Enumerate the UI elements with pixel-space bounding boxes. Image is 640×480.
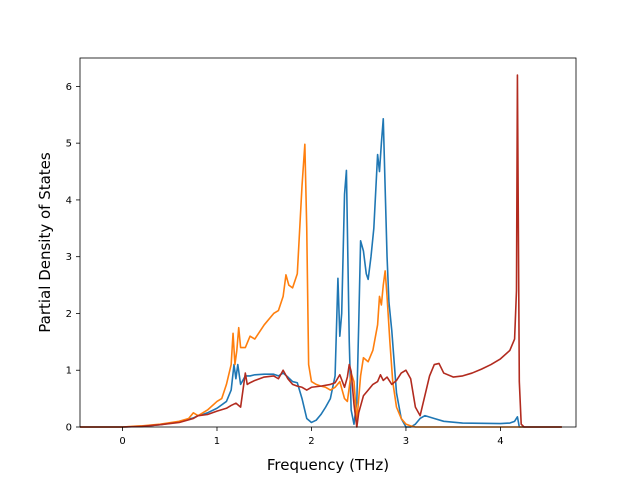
- plot-area-frame: [79, 57, 577, 428]
- series-line-3: [80, 74, 562, 428]
- x-tick-label: 0: [119, 436, 125, 447]
- x-axis-label: Frequency (THz): [267, 456, 389, 474]
- y-axis-ticks: 0 1 2 3 4 5 6: [66, 82, 80, 434]
- y-tick-label: 4: [66, 195, 72, 206]
- y-tick-label: 1: [66, 366, 72, 377]
- y-tick-label: 5: [66, 139, 72, 150]
- x-axis-ticks: 0 1 2 3 4: [119, 427, 504, 447]
- series-layer: [80, 74, 562, 428]
- y-tick-label: 3: [66, 252, 72, 263]
- y-tick-label: 0: [66, 423, 72, 434]
- x-tick-label: 3: [403, 436, 409, 447]
- series-line-2: [80, 143, 562, 428]
- x-tick-label: 4: [497, 436, 503, 447]
- y-tick-label: 6: [66, 82, 72, 93]
- y-tick-label: 2: [66, 309, 72, 320]
- x-tick-label: 2: [308, 436, 314, 447]
- y-axis-label: Partial Density of States: [36, 152, 54, 333]
- series-line-1: [80, 117, 562, 428]
- x-tick-label: 1: [214, 436, 220, 447]
